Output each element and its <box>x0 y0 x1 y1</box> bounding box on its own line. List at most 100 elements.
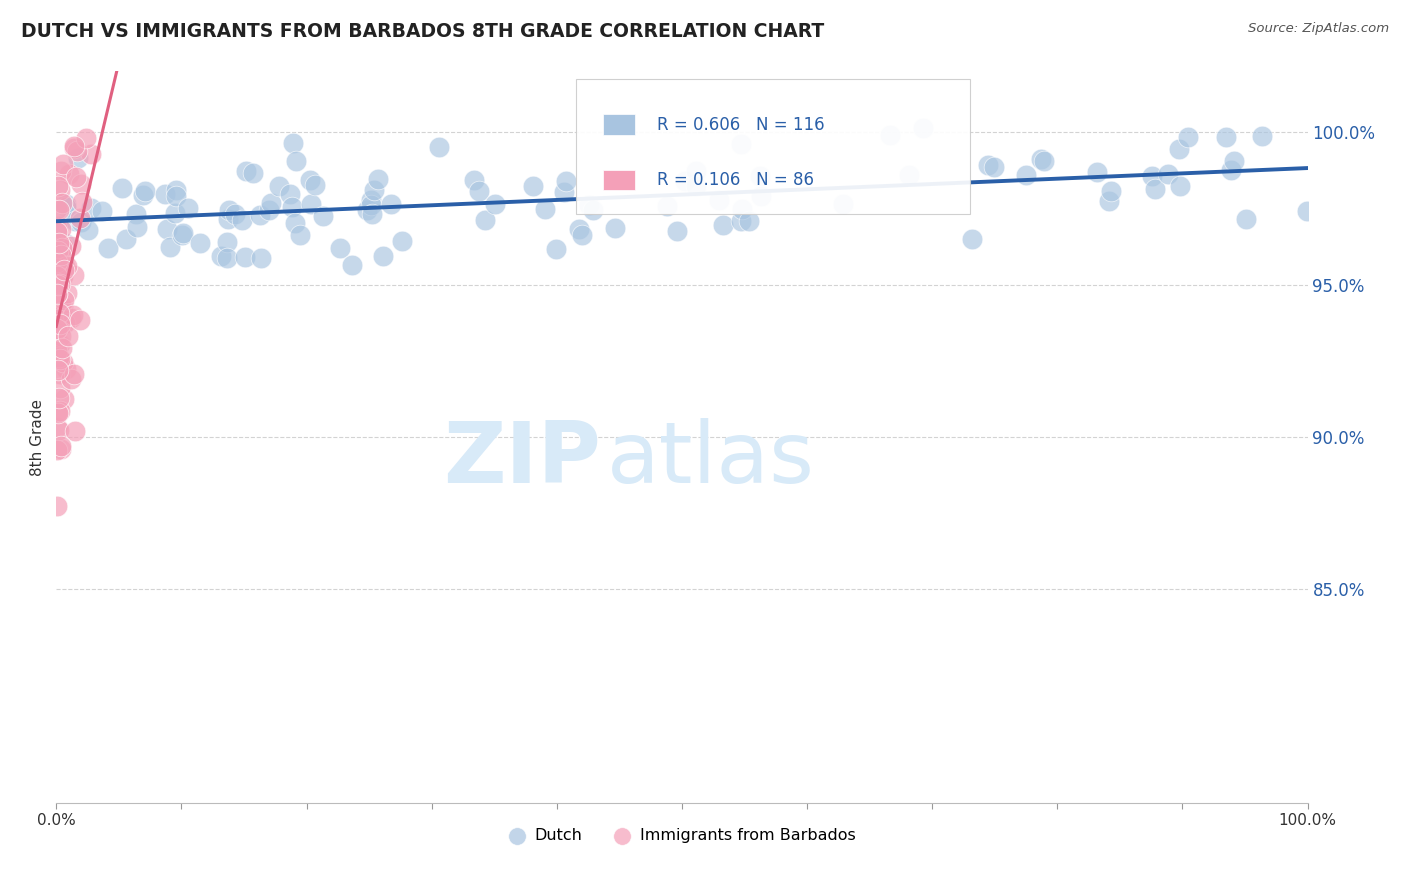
Point <box>155 222 177 236</box>
Point <box>65 145 87 159</box>
Point <box>1167 142 1189 156</box>
Point <box>165 188 187 202</box>
Point <box>49 329 72 343</box>
Point <box>52 258 75 272</box>
Point <box>553 185 575 199</box>
Point <box>281 200 304 214</box>
Point <box>1032 153 1054 168</box>
Point <box>76 223 98 237</box>
Point <box>257 202 280 217</box>
Point <box>48 350 70 364</box>
Point <box>49 337 72 351</box>
Point <box>45 322 67 336</box>
Point <box>46 268 69 283</box>
Point <box>249 208 271 222</box>
Point <box>55 362 77 376</box>
Point <box>53 262 76 277</box>
Point <box>467 184 489 198</box>
Point <box>56 329 79 343</box>
Point <box>52 392 75 406</box>
Point <box>46 221 69 235</box>
Point <box>48 272 70 286</box>
Point <box>299 197 322 211</box>
Point <box>46 344 69 359</box>
Text: Source: ZipAtlas.com: Source: ZipAtlas.com <box>1249 22 1389 36</box>
Point <box>49 298 72 312</box>
Point <box>260 196 283 211</box>
Point <box>832 196 855 211</box>
Text: R = 0.106   N = 86: R = 0.106 N = 86 <box>657 171 814 189</box>
Point <box>49 310 72 325</box>
Point <box>666 224 689 238</box>
Point <box>134 184 156 198</box>
Point <box>463 172 485 186</box>
Point <box>356 203 378 218</box>
Point <box>45 311 67 326</box>
Point <box>52 355 75 369</box>
Point <box>170 228 193 243</box>
Point <box>1085 164 1108 178</box>
Point <box>1295 203 1317 218</box>
Point <box>1140 169 1163 183</box>
Point <box>51 221 73 235</box>
Point <box>55 200 77 214</box>
Point <box>53 260 76 274</box>
Point <box>51 341 73 355</box>
Point <box>360 193 382 207</box>
Point <box>125 207 148 221</box>
Point <box>49 248 72 262</box>
Point <box>46 255 69 269</box>
Point <box>361 207 384 221</box>
Point <box>1170 178 1192 193</box>
Point <box>62 141 84 155</box>
Point <box>52 300 75 314</box>
Point <box>80 201 103 215</box>
Point <box>748 169 770 183</box>
Point <box>69 312 91 326</box>
Point <box>51 241 73 255</box>
Point <box>299 173 322 187</box>
Point <box>46 244 69 259</box>
Point <box>172 227 194 241</box>
Point <box>45 225 67 239</box>
Point <box>51 196 73 211</box>
Point <box>110 181 132 195</box>
Point <box>484 197 506 211</box>
Point <box>960 232 983 246</box>
Point <box>1177 129 1199 144</box>
Point <box>749 188 772 202</box>
Point <box>52 239 75 253</box>
Point <box>427 140 450 154</box>
Point <box>285 154 308 169</box>
Text: ZIP: ZIP <box>443 417 600 500</box>
Point <box>1234 211 1257 226</box>
Point <box>48 423 70 437</box>
Point <box>45 405 67 419</box>
Point <box>91 204 114 219</box>
Point <box>55 286 77 301</box>
Point <box>49 351 72 366</box>
Point <box>48 235 70 250</box>
Point <box>45 321 67 335</box>
Point <box>79 146 101 161</box>
Point <box>284 216 307 230</box>
Point <box>218 203 240 218</box>
Point <box>711 219 734 233</box>
Text: atlas: atlas <box>607 417 815 500</box>
Point <box>45 287 67 301</box>
Point <box>304 178 326 192</box>
Point <box>380 197 402 211</box>
Point <box>367 172 389 186</box>
Point <box>163 206 186 220</box>
Point <box>209 249 232 263</box>
Point <box>49 317 72 331</box>
Point <box>188 236 211 251</box>
Point <box>114 232 136 246</box>
Point <box>155 186 177 201</box>
Point <box>46 406 69 420</box>
Point <box>48 278 70 293</box>
Point <box>217 211 239 226</box>
Point <box>51 164 73 178</box>
Point <box>730 137 752 152</box>
Point <box>603 220 626 235</box>
